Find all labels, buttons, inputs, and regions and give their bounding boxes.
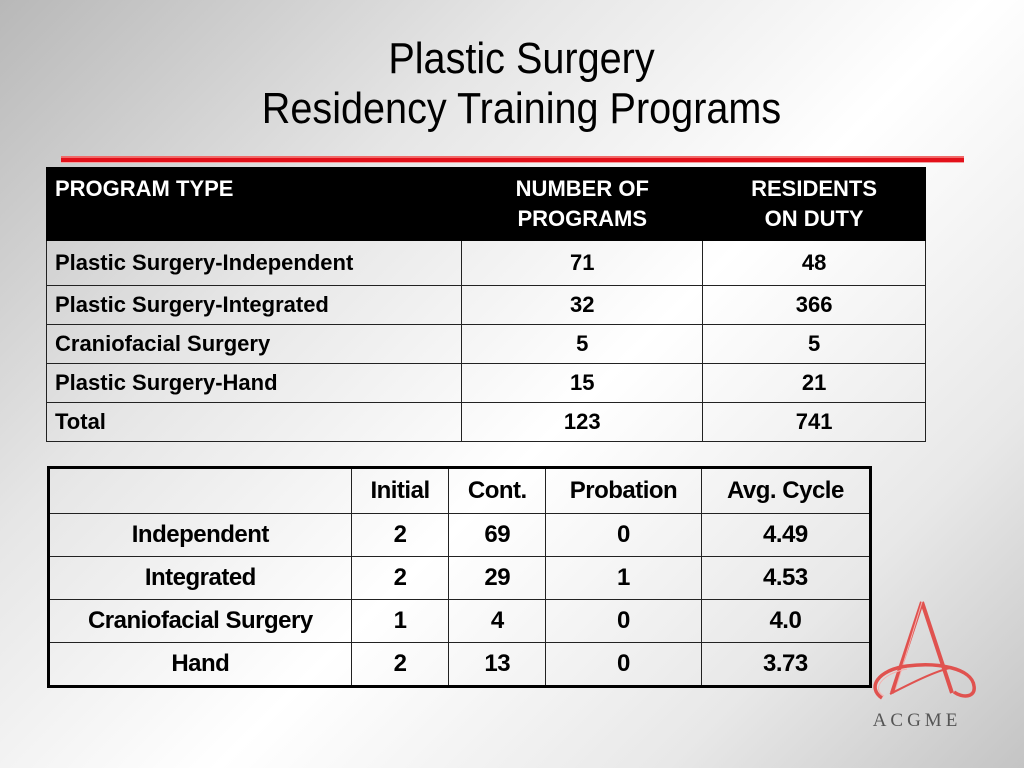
header-avg-cycle: Avg. Cycle [700, 467, 872, 514]
program-type-cell: Plastic Surgery-Integrated [45, 285, 463, 325]
header-residents-on-duty: RESIDENTS ON DUTY [702, 167, 926, 241]
programs-count-cell: 32 [461, 285, 704, 325]
title-divider [61, 156, 964, 163]
initial-cell: 2 [350, 556, 450, 600]
avg-cycle-cell: 4.53 [700, 556, 872, 600]
table-row: Integrated 2 29 1 4.53 [48, 556, 872, 600]
header-blank [48, 467, 352, 514]
table-row-total: Total 123 741 [45, 402, 926, 442]
programs-count-cell: 71 [461, 240, 704, 286]
initial-cell: 2 [350, 642, 450, 687]
probation-cell: 0 [545, 513, 702, 557]
header-number-of-programs: NUMBER OF PROGRAMS [461, 167, 704, 241]
programs-table: PROGRAM TYPE NUMBER OF PROGRAMS RESIDENT… [45, 167, 926, 442]
table-row: Plastic Surgery-Hand 15 21 [45, 363, 926, 403]
header-probation: Probation [545, 467, 702, 514]
acgme-a-logo-icon [873, 601, 976, 700]
cont-cell: 13 [448, 642, 547, 687]
residents-count-cell: 366 [702, 285, 926, 325]
row-label: Craniofacial Surgery [48, 599, 352, 643]
probation-cell: 1 [545, 556, 702, 600]
title-line-2: Residency Training Programs [261, 84, 782, 133]
residents-count-cell: 48 [702, 240, 926, 286]
row-label: Hand [48, 642, 352, 687]
programs-table-header: PROGRAM TYPE NUMBER OF PROGRAMS RESIDENT… [45, 167, 926, 241]
initial-cell: 1 [350, 599, 450, 643]
avg-cycle-cell: 4.0 [700, 599, 872, 643]
residents-count-cell: 5 [702, 324, 926, 364]
acgme-logo: ACGME [862, 598, 982, 738]
header-cont: Cont. [448, 467, 547, 514]
program-type-cell: Total [45, 402, 463, 442]
program-type-cell: Plastic Surgery-Hand [45, 363, 463, 403]
row-label: Integrated [48, 556, 352, 600]
table-row: Craniofacial Surgery 5 5 [45, 324, 926, 364]
programs-count-cell: 123 [461, 402, 704, 442]
table-row: Independent 2 69 0 4.49 [48, 513, 872, 557]
probation-cell: 0 [545, 642, 702, 687]
title-line-1: Plastic Surgery [388, 34, 655, 83]
programs-count-cell: 15 [461, 363, 704, 403]
row-label: Independent [48, 513, 352, 557]
programs-count-cell: 5 [461, 324, 704, 364]
residents-count-cell: 741 [702, 402, 926, 442]
table-row: Craniofacial Surgery 1 4 0 4.0 [48, 599, 872, 643]
table-row: Hand 2 13 0 3.73 [48, 642, 872, 687]
avg-cycle-cell: 3.73 [700, 642, 872, 687]
accreditation-table: Initial Cont. Probation Avg. Cycle Indep… [47, 466, 872, 688]
cont-cell: 4 [448, 599, 547, 643]
initial-cell: 2 [350, 513, 450, 557]
header-program-type: PROGRAM TYPE [45, 167, 463, 241]
program-type-cell: Plastic Surgery-Independent [45, 240, 463, 286]
accreditation-table-header: Initial Cont. Probation Avg. Cycle [48, 467, 872, 514]
avg-cycle-cell: 4.49 [700, 513, 872, 557]
cont-cell: 29 [448, 556, 547, 600]
residents-count-cell: 21 [702, 363, 926, 403]
table-row: Plastic Surgery-Independent 71 48 [45, 240, 926, 286]
header-initial: Initial [350, 467, 450, 514]
table-row: Plastic Surgery-Integrated 32 366 [45, 285, 926, 325]
cont-cell: 69 [448, 513, 547, 557]
probation-cell: 0 [545, 599, 702, 643]
acgme-logo-text: ACGME [872, 710, 962, 731]
slide-title: Plastic Surgery Residency Training Progr… [52, 34, 991, 134]
program-type-cell: Craniofacial Surgery [45, 324, 463, 364]
